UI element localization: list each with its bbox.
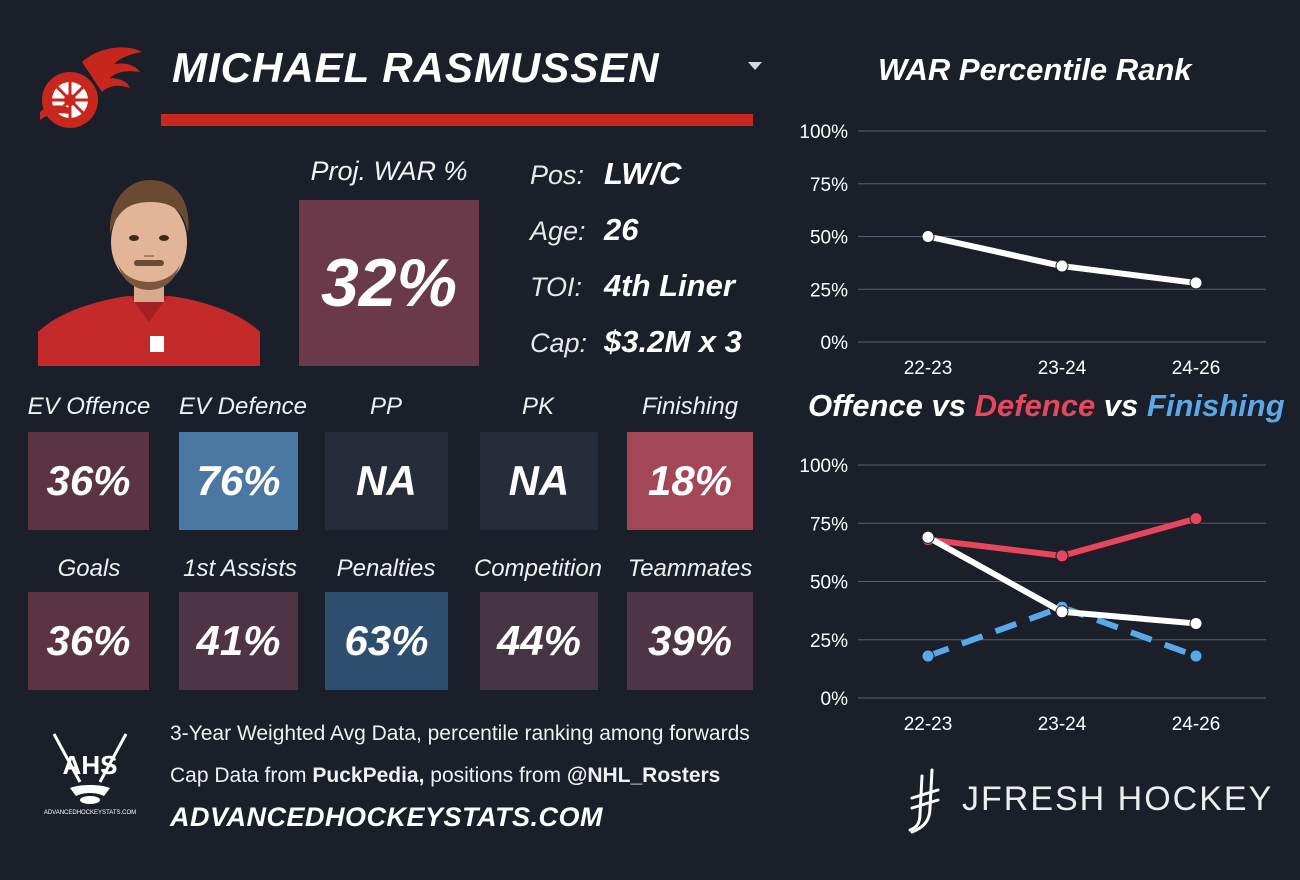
y-tick-label: 100% xyxy=(799,122,848,143)
tile-label-pk: PK xyxy=(521,393,554,420)
tile-label-penalties: Penalties xyxy=(336,555,436,582)
info-label: TOI: xyxy=(530,272,583,302)
footer-sources-middle: positions from xyxy=(424,764,567,787)
proj-war-value: 32% xyxy=(299,200,479,366)
y-tick-label: 0% xyxy=(821,333,849,354)
data-point xyxy=(1055,605,1069,619)
y-tick-label: 50% xyxy=(810,228,848,249)
tile-goals: 36% xyxy=(28,592,149,690)
footer-sources-prefix: Cap Data from xyxy=(170,764,313,787)
data-point xyxy=(1189,649,1203,663)
x-tick-label: 24-26 xyxy=(1172,714,1221,735)
tile-label-ev-offence: EV Offence xyxy=(27,393,151,420)
site-url[interactable]: ADVANCEDHOCKEYSTATS.COM xyxy=(170,802,604,832)
info-row-position: Pos: LW/C xyxy=(530,156,770,196)
tile-pk: NA xyxy=(480,432,598,530)
y-tick-label: 25% xyxy=(810,280,848,301)
x-tick-label: 22-23 xyxy=(904,714,953,735)
footer-note-data: 3-Year Weighted Avg Data, percentile ran… xyxy=(170,722,750,745)
data-point xyxy=(1055,549,1069,563)
x-tick-label: 22-23 xyxy=(904,358,953,379)
chart2-title-finishing: Finishing xyxy=(1146,388,1285,423)
tile-teammates: 39% xyxy=(627,592,753,690)
footer-note-sources: Cap Data from PuckPedia, positions from … xyxy=(170,764,720,788)
y-tick-label: 50% xyxy=(810,573,848,594)
data-point xyxy=(921,649,935,663)
x-tick-label: 23-24 xyxy=(1038,358,1087,379)
team-logo xyxy=(40,47,142,128)
chart2-title-vs-2: vs xyxy=(1095,388,1147,423)
chart2-title-defence: Defence xyxy=(974,388,1096,423)
tile-penalties: 63% xyxy=(325,592,448,690)
tile-competition: 44% xyxy=(480,592,598,690)
tile-label-teammates: Teammates xyxy=(627,555,753,582)
chart2-title-offence: Offence xyxy=(808,388,923,423)
ahs-logo-text: AHS xyxy=(63,750,118,780)
tile-label-ev-defence: EV Defence xyxy=(178,393,308,420)
data-point xyxy=(1189,616,1203,630)
tile-label-finishing: Finishing xyxy=(641,393,739,420)
chart2-title: Offence vs Defence vs Finishing xyxy=(808,388,1285,424)
data-point xyxy=(921,530,935,544)
data-point xyxy=(1189,276,1203,290)
y-tick-label: 0% xyxy=(821,689,849,710)
data-point xyxy=(1189,512,1203,526)
ahs-logo: AHS ADVANCEDHOCKEYSTATS.COM xyxy=(44,733,136,816)
war-percentile-chart: 0% 25% 50% 75% 100% 22-23 23-24 24-26 xyxy=(799,122,1266,379)
info-label: Cap: xyxy=(530,328,588,358)
player-name: MICHAEL RASMUSSEN xyxy=(172,44,660,91)
info-value: 26 xyxy=(604,212,639,247)
chevron-down-icon[interactable] xyxy=(748,62,762,70)
y-tick-label: 25% xyxy=(810,631,848,652)
tile-label-goals: Goals xyxy=(57,555,121,582)
data-point xyxy=(921,230,935,243)
footer-source-handle: @NHL_Rosters xyxy=(566,764,721,787)
tile-pp: NA xyxy=(325,432,448,530)
y-tick-label: 75% xyxy=(810,175,848,196)
info-value: 4th Liner xyxy=(604,268,735,303)
y-tick-label: 75% xyxy=(810,514,848,535)
player-headshot xyxy=(38,180,260,366)
info-value: LW/C xyxy=(604,156,682,191)
x-tick-label: 24-26 xyxy=(1172,358,1221,379)
y-tick-label: 100% xyxy=(799,456,848,477)
tile-label-competition: Competition xyxy=(473,555,603,582)
footer-source-puckpedia: PuckPedia, xyxy=(312,764,425,787)
tile-ev-defence: 76% xyxy=(179,432,298,530)
info-row-age: Age: 26 xyxy=(530,212,770,252)
data-point xyxy=(1055,259,1069,273)
info-value: $3.2M x 3 xyxy=(604,324,742,359)
offence-defence-finishing-chart: 0% 25% 50% 75% 100% 22-23 23-24 24-26 xyxy=(799,456,1266,735)
ahs-logo-subtext: ADVANCEDHOCKEYSTATS.COM xyxy=(44,810,136,816)
info-row-toi: TOI: 4th Liner xyxy=(530,268,770,308)
info-label: Pos: xyxy=(530,160,585,190)
name-underline xyxy=(161,114,753,126)
x-tick-label: 23-24 xyxy=(1038,714,1087,735)
jfresh-mark-icon xyxy=(908,768,940,834)
chart1-title: WAR Percentile Rank xyxy=(878,52,1192,87)
info-row-cap: Cap: $3.2M x 3 xyxy=(530,324,770,364)
tile-ev-offence: 36% xyxy=(28,432,149,530)
tile-label-1st-assists: 1st Assists xyxy=(183,555,297,582)
tile-1st-assists: 41% xyxy=(179,592,298,690)
proj-war-label: Proj. WAR % xyxy=(310,156,468,186)
tile-label-pp: PP xyxy=(369,393,402,420)
tile-finishing: 18% xyxy=(627,432,753,530)
brand-name: JFRESH HOCKEY xyxy=(962,780,1274,818)
series-line-1 xyxy=(926,604,1198,659)
info-label: Age: xyxy=(530,216,586,246)
chart2-title-vs-1: vs xyxy=(922,388,975,423)
